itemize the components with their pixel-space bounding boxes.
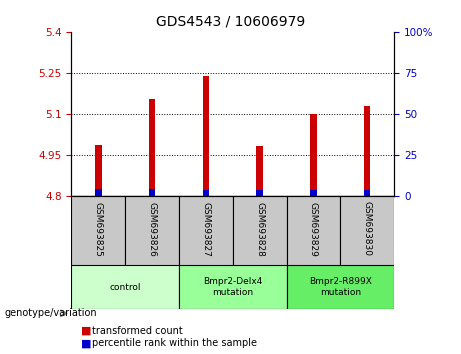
Bar (256, 190, 263, 196)
Bar (233, 196, 287, 265)
Text: transformed count: transformed count (92, 326, 183, 336)
Text: ■: ■ (81, 338, 91, 348)
Bar (95, 145, 101, 196)
Bar (310, 190, 317, 196)
Bar (125, 196, 179, 265)
Bar (287, 265, 394, 309)
Bar (310, 114, 317, 196)
Text: GSM693829: GSM693829 (309, 201, 318, 256)
Bar (179, 265, 287, 309)
Text: ■: ■ (81, 326, 91, 336)
Bar (203, 76, 209, 196)
Bar (71, 196, 125, 265)
Bar (287, 196, 340, 265)
Bar (340, 196, 394, 265)
Text: GSM693828: GSM693828 (255, 201, 264, 256)
Bar (203, 190, 209, 196)
Text: genotype/variation: genotype/variation (5, 308, 97, 318)
Bar (364, 105, 371, 196)
Text: GSM693826: GSM693826 (148, 201, 157, 256)
Text: Bmpr2-R899X
mutation: Bmpr2-R899X mutation (309, 277, 372, 297)
Text: GDS4543 / 10606979: GDS4543 / 10606979 (156, 14, 305, 28)
Bar (256, 146, 263, 196)
Bar (71, 265, 179, 309)
Bar (149, 189, 155, 196)
Bar (364, 190, 371, 196)
Text: GSM693830: GSM693830 (363, 201, 372, 256)
Text: control: control (110, 282, 141, 292)
Bar (95, 189, 101, 196)
Bar (149, 99, 155, 196)
Text: GSM693827: GSM693827 (201, 201, 210, 256)
Bar (179, 196, 233, 265)
Text: percentile rank within the sample: percentile rank within the sample (92, 338, 257, 348)
Text: GSM693825: GSM693825 (94, 201, 103, 256)
Text: Bmpr2-Delx4
mutation: Bmpr2-Delx4 mutation (203, 277, 262, 297)
